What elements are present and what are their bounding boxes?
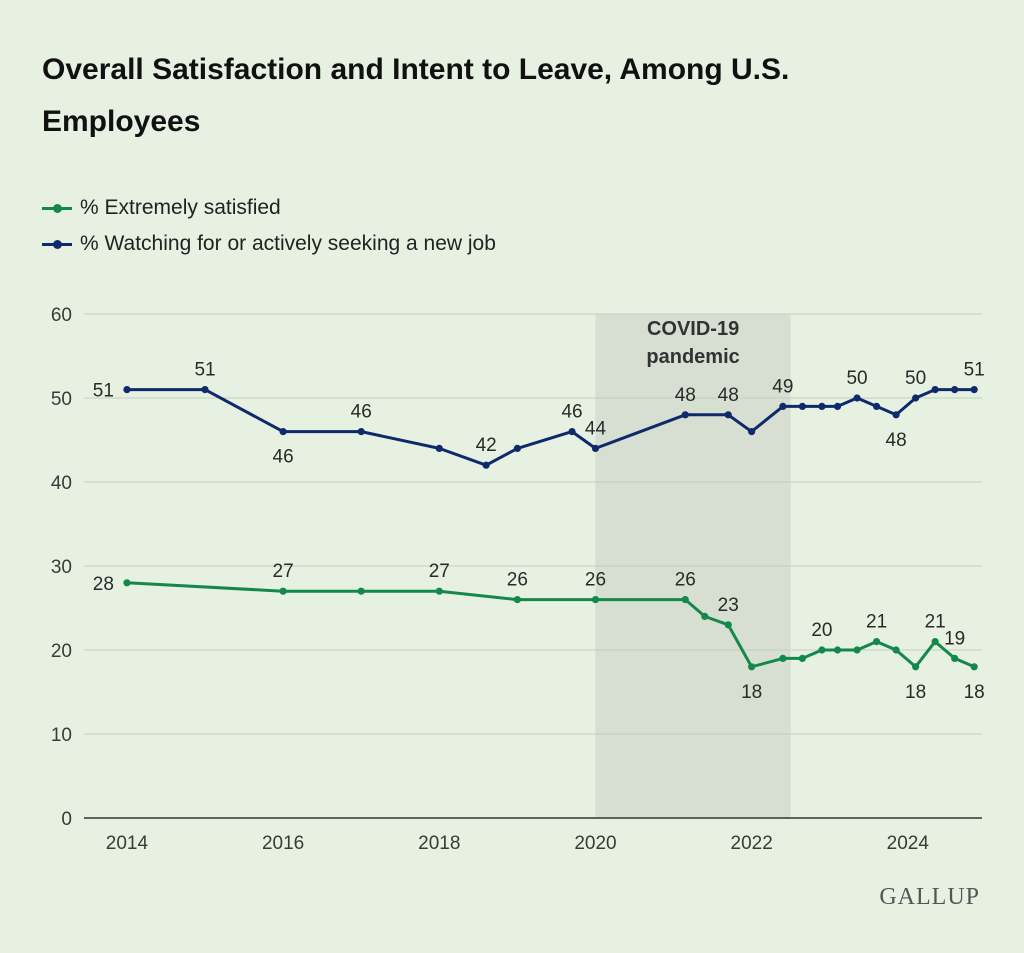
data-point-seeking: [798, 402, 807, 410]
legend-swatch-satisfied: [42, 203, 72, 213]
data-label-seeking: 49: [772, 376, 793, 397]
data-point-satisfied: [123, 579, 131, 587]
data-point-satisfied: [931, 638, 939, 646]
legend-label-seeking: % Watching for or actively seeking a new…: [80, 232, 496, 255]
data-point-seeking: [724, 411, 732, 419]
data-point-satisfied: [951, 654, 959, 663]
data-label-satisfied: 26: [585, 570, 606, 591]
data-label-satisfied: 27: [273, 561, 294, 582]
legend-swatch-seeking: [42, 239, 72, 249]
data-label-seeking: 48: [675, 385, 696, 406]
data-label-seeking: 48: [718, 385, 739, 406]
data-point-satisfied: [681, 596, 689, 604]
data-point-satisfied: [833, 646, 842, 654]
data-point-satisfied: [779, 654, 787, 663]
data-point-seeking: [892, 411, 900, 419]
data-point-seeking: [951, 386, 959, 394]
data-point-seeking: [357, 428, 365, 436]
data-label-seeking: 50: [905, 368, 926, 389]
y-tick-label: 0: [61, 809, 72, 830]
data-point-seeking: [912, 394, 920, 402]
y-tick-label: 40: [51, 473, 72, 494]
data-point-seeking: [681, 411, 689, 419]
covid-annotation: COVID-19: [647, 318, 739, 340]
data-label-satisfied: 26: [507, 570, 528, 591]
data-label-seeking: 50: [846, 368, 867, 389]
data-point-seeking: [748, 428, 756, 436]
data-point-seeking: [779, 402, 787, 410]
data-point-satisfied: [513, 596, 521, 604]
data-point-satisfied: [872, 638, 881, 646]
data-point-satisfied: [701, 612, 709, 621]
data-label-satisfied: 19: [944, 628, 965, 649]
data-point-seeking: [931, 386, 939, 394]
x-tick-label: 2022: [731, 833, 773, 854]
legend-item-seeking: % Watching for or actively seeking a new…: [42, 226, 496, 262]
gallup-logo: GALLUP: [879, 884, 980, 910]
data-point-satisfied: [357, 587, 365, 595]
data-point-satisfied: [892, 646, 900, 654]
data-point-seeking: [818, 402, 826, 410]
data-point-satisfied: [853, 646, 861, 654]
data-label-seeking: 46: [273, 447, 294, 468]
y-tick-label: 50: [51, 389, 72, 410]
data-label-satisfied: 21: [866, 612, 887, 633]
data-point-satisfied: [279, 587, 287, 595]
data-point-seeking: [591, 444, 600, 452]
data-point-seeking: [482, 461, 490, 469]
data-label-satisfied: 21: [925, 612, 946, 633]
legend: % Extremely satisfied % Watching for or …: [42, 190, 496, 262]
data-label-satisfied: 27: [429, 561, 450, 582]
data-point-seeking: [872, 402, 881, 410]
data-point-satisfied: [912, 663, 920, 671]
data-point-seeking: [568, 428, 576, 436]
data-label-seeking: 51: [194, 360, 215, 381]
x-tick-label: 2016: [262, 833, 304, 854]
x-tick-label: 2018: [418, 833, 460, 854]
data-point-satisfied: [970, 663, 978, 671]
data-point-seeking: [833, 402, 842, 410]
chart-title: Overall Satisfaction and Intent to Leave…: [42, 53, 790, 138]
data-label-satisfied: 18: [905, 682, 926, 703]
data-point-seeking: [435, 444, 443, 452]
data-point-seeking: [123, 386, 131, 394]
data-point-seeking: [970, 386, 978, 394]
series-line-seeking: [126, 388, 975, 467]
data-label-satisfied: 28: [93, 574, 114, 595]
data-point-satisfied: [591, 596, 600, 604]
y-tick-label: 20: [51, 641, 72, 662]
data-point-satisfied: [435, 587, 443, 595]
data-point-seeking: [201, 386, 209, 394]
data-point-satisfied: [748, 663, 756, 671]
data-label-satisfied: 20: [811, 620, 832, 641]
data-label-seeking: 46: [561, 402, 582, 423]
series-line-satisfied: [126, 581, 975, 669]
covid-annotation: pandemic: [646, 346, 739, 368]
x-tick-label: 2020: [574, 833, 616, 854]
data-point-satisfied: [818, 646, 826, 654]
data-point-seeking: [513, 444, 521, 452]
data-point-satisfied: [798, 654, 807, 663]
data-label-satisfied: 26: [675, 570, 696, 591]
data-label-seeking: 51: [964, 360, 985, 381]
data-label-seeking: 46: [351, 402, 372, 423]
y-tick-label: 60: [51, 305, 72, 326]
legend-label-satisfied: % Extremely satisfied: [80, 196, 281, 219]
legend-item-satisfied: % Extremely satisfied: [42, 190, 496, 226]
x-tick-label: 2024: [887, 833, 930, 854]
data-point-seeking: [279, 428, 287, 436]
y-tick-label: 10: [51, 725, 72, 746]
data-point-seeking: [853, 394, 861, 402]
y-tick-label: 30: [51, 557, 72, 578]
x-tick-label: 2014: [106, 833, 149, 854]
data-label-satisfied: 23: [718, 595, 739, 616]
data-label-satisfied: 18: [741, 682, 762, 703]
data-point-satisfied: [724, 621, 732, 629]
data-label-seeking: 44: [585, 418, 607, 439]
data-label-seeking: 48: [886, 430, 907, 451]
data-label-satisfied: 18: [964, 682, 985, 703]
data-label-seeking: 42: [476, 435, 497, 456]
data-label-seeking: 51: [93, 381, 114, 402]
